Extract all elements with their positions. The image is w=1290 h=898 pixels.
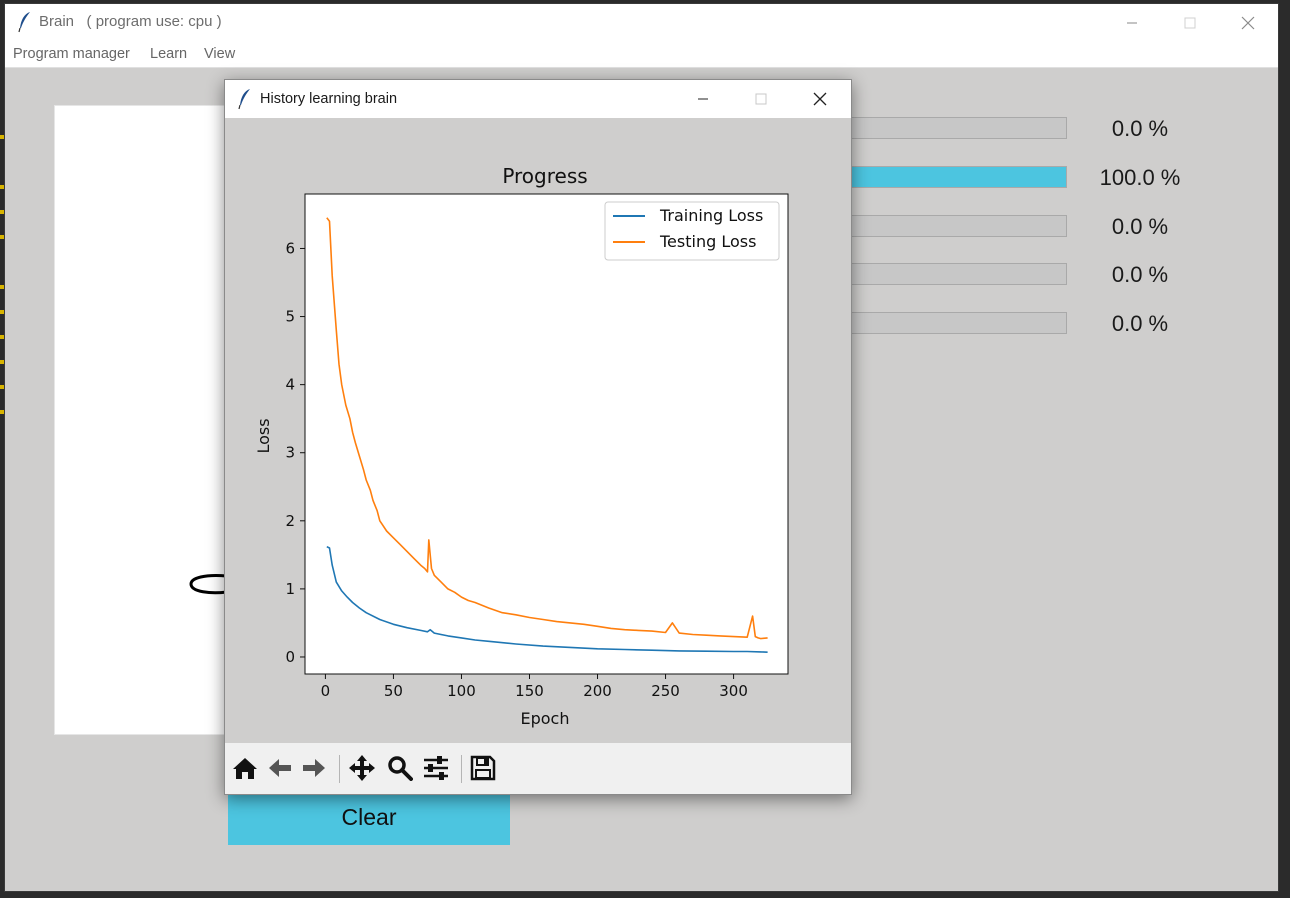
series-line-training-loss <box>326 545 768 653</box>
y-tick-label: 0 <box>285 648 295 666</box>
legend-box <box>604 201 780 261</box>
toolbar-separator <box>461 755 462 783</box>
chart-title: Progress <box>502 164 587 188</box>
progress-value-2: 0.0 % <box>1111 214 1169 239</box>
x-tick-label: 100 <box>447 682 476 700</box>
home-button[interactable] <box>229 752 261 784</box>
history-window-title: History learning brain <box>260 91 398 107</box>
history-close-button[interactable] <box>791 80 849 118</box>
feather-icon <box>18 12 30 33</box>
drawing-canvas[interactable] <box>54 105 234 735</box>
close-icon <box>813 92 827 106</box>
progress-bar-0 <box>850 117 1067 139</box>
background-strip-left <box>0 0 5 898</box>
x-tick-label: 300 <box>719 682 748 700</box>
series-line-testing-loss <box>326 217 768 640</box>
pan-button[interactable] <box>346 752 378 784</box>
back-button[interactable] <box>264 752 296 784</box>
save-icon <box>470 755 496 781</box>
progress-bar-4 <box>850 312 1067 334</box>
zoom-button[interactable] <box>384 752 416 784</box>
save-button[interactable] <box>467 752 499 784</box>
back-arrow-icon <box>269 759 291 777</box>
menu-learn[interactable]: Learn <box>150 46 188 62</box>
progress-value-0: 0.0 % <box>1111 116 1169 141</box>
configure-subplots-icon <box>424 756 448 780</box>
y-tick-label: 3 <box>285 444 295 462</box>
x-tick-label: 150 <box>515 682 544 700</box>
history-maximize-button[interactable] <box>732 80 790 118</box>
chart-legend: Training Loss Testing Loss <box>604 201 780 261</box>
y-tick-label: 5 <box>285 308 295 326</box>
progress-value-3: 0.0 % <box>1111 262 1169 287</box>
y-axis-label: Loss <box>254 418 273 453</box>
app-name: Brain <box>39 13 75 30</box>
plot-area: Progress 0 50 100 150 200 250 300 0 1 2 3 4 5 6 Epoch… <box>225 118 851 743</box>
menu-view[interactable]: View <box>204 46 236 62</box>
feather-icon <box>238 89 250 110</box>
x-tick-label: 200 <box>583 682 612 700</box>
progress-bar-1 <box>850 166 1067 188</box>
forward-button[interactable] <box>298 752 330 784</box>
progress-bar-2 <box>850 215 1067 237</box>
history-title-bar[interactable]: History learning brain <box>225 80 851 118</box>
menu-program-manager[interactable]: Program manager <box>13 46 130 62</box>
minimize-icon <box>698 98 708 100</box>
menu-bar: Program manager Learn View <box>5 41 1278 68</box>
y-tick-label: 4 <box>285 376 295 394</box>
drawn-stroke <box>189 574 228 595</box>
pan-icon <box>349 755 375 781</box>
window-subtitle: ( program use: cpu ) <box>86 13 222 30</box>
progress-bar-3 <box>850 263 1067 285</box>
x-tick-label: 0 <box>321 682 331 700</box>
main-title-bar[interactable]: Brain ( program use: cpu ) <box>5 4 1278 41</box>
history-minimize-button[interactable] <box>674 80 732 118</box>
progress-value-4: 0.0 % <box>1111 311 1169 336</box>
x-tick-label: 250 <box>651 682 680 700</box>
zoom-icon <box>388 756 413 781</box>
toolbar-separator <box>339 755 340 783</box>
minimize-icon <box>1127 22 1137 23</box>
clear-button[interactable]: Clear <box>228 789 510 845</box>
progress-value-1: 100.0 % <box>1099 165 1181 190</box>
progress-fill-1 <box>851 167 1066 187</box>
minimize-button[interactable] <box>1103 4 1161 41</box>
y-tick-label: 6 <box>285 239 295 257</box>
plot-toolbar <box>225 743 851 794</box>
x-tick-label: 50 <box>384 682 403 700</box>
legend-label: Testing Loss <box>659 232 756 251</box>
loss-chart: Progress 0 50 100 150 200 250 300 0 1 2 3 4 5 6 Epoch… <box>254 164 789 728</box>
forward-arrow-icon <box>303 759 325 777</box>
close-icon <box>1241 16 1255 29</box>
plot-frame <box>304 193 789 675</box>
maximize-button[interactable] <box>1161 4 1219 41</box>
legend-label: Training Loss <box>659 206 763 225</box>
maximize-icon <box>755 93 767 105</box>
y-tick-label: 2 <box>285 512 295 530</box>
close-button[interactable] <box>1219 4 1277 41</box>
y-tick-label: 1 <box>285 580 295 598</box>
history-window: History learning brain Progress 0 50 100 15… <box>224 79 852 795</box>
window-title: Brain ( program use: cpu ) <box>39 13 222 30</box>
configure-subplots-button[interactable] <box>420 752 452 784</box>
x-axis-label: Epoch <box>521 709 570 728</box>
home-icon <box>233 758 257 779</box>
maximize-icon <box>1184 17 1196 28</box>
